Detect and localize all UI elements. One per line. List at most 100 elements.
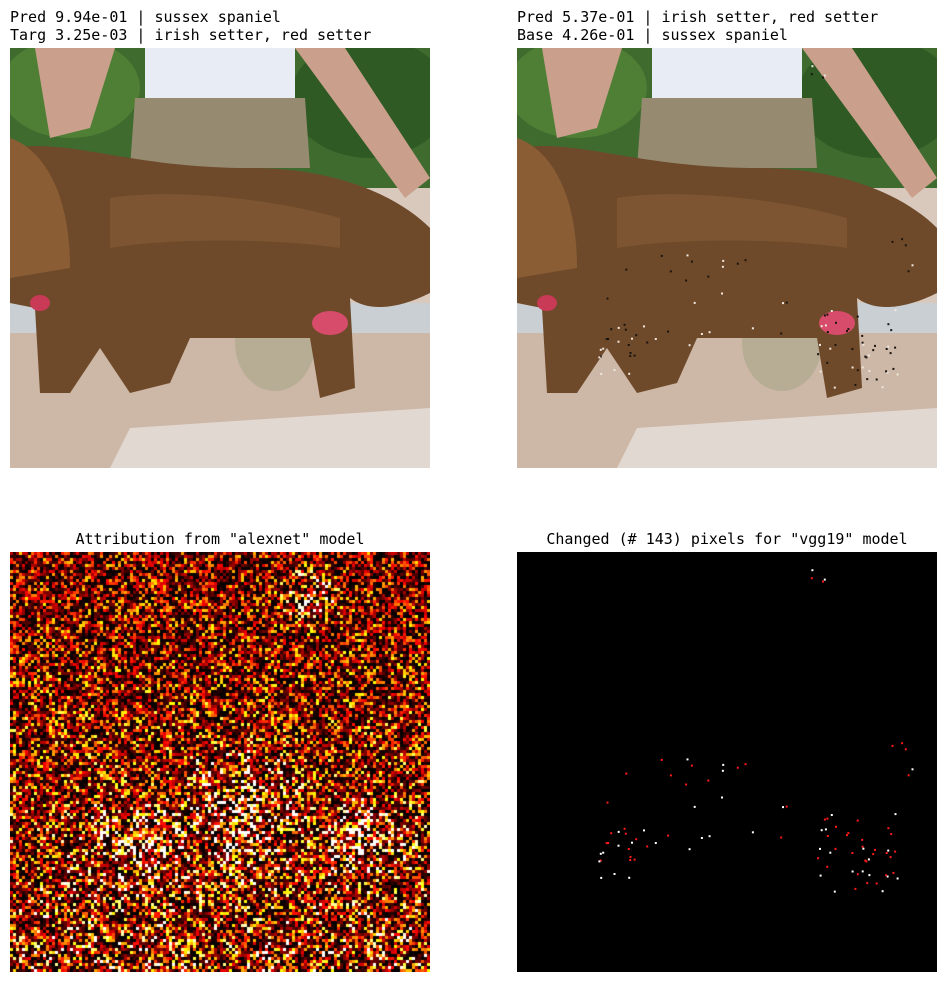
changed-pixel xyxy=(744,763,747,766)
perturbation-speck xyxy=(847,328,850,331)
changed-pixel xyxy=(623,827,626,830)
attribution-canvas xyxy=(10,552,430,972)
changed-pixel xyxy=(819,847,821,850)
perturbation-speck xyxy=(833,386,836,389)
perturbation-speck xyxy=(835,321,837,324)
changed-pixel xyxy=(829,851,832,854)
perturbation-speck xyxy=(693,301,696,304)
perturbation-speck xyxy=(891,240,894,243)
perturbation-speck xyxy=(810,73,813,76)
perturbation-speck xyxy=(635,334,638,337)
changed-pixel xyxy=(867,858,870,861)
changed-pixel xyxy=(824,828,827,831)
perturbation-speck xyxy=(856,315,859,318)
changed-pixel xyxy=(708,835,711,838)
perturbation-speck xyxy=(707,275,710,278)
perturbation-speck xyxy=(643,325,645,328)
perturbation-speck xyxy=(708,331,711,334)
changed-pixel xyxy=(861,845,864,848)
changed-pixel xyxy=(751,831,754,834)
changed-pixel xyxy=(721,796,723,799)
perturbation-speck xyxy=(607,338,610,340)
perturbation-speck xyxy=(874,344,876,347)
perturbation-speck xyxy=(654,338,657,340)
changed-pixel xyxy=(599,859,602,862)
perturbation-speck xyxy=(904,244,907,247)
perturbation-speck xyxy=(865,356,868,359)
perturbation-speck xyxy=(690,260,693,263)
adversarial-base-line: Base 4.26e-01 | sussex spaniel xyxy=(517,26,788,44)
changed-pixel xyxy=(810,577,813,580)
perturbation-speck xyxy=(602,347,605,350)
changed-pixel xyxy=(823,818,826,821)
perturbation-speck xyxy=(819,343,821,346)
perturbation-speck xyxy=(885,348,888,350)
perturbation-speck xyxy=(623,323,626,326)
changed-pixel xyxy=(885,874,888,877)
changed-pixel xyxy=(830,814,833,816)
perturbation-speck xyxy=(881,386,884,389)
perturbation-speck xyxy=(911,264,914,267)
perturbation-speck xyxy=(646,341,649,344)
perturbation-speck xyxy=(736,262,739,265)
perturbation-speck xyxy=(669,270,672,273)
changed-pixel xyxy=(669,774,672,777)
perturbation-speck xyxy=(868,370,871,373)
changed-pixel xyxy=(631,841,633,844)
changed-pixel xyxy=(856,819,859,822)
perturbation-speck xyxy=(782,302,784,305)
changed-pixel-dots xyxy=(598,569,914,893)
changed-pixels-plot xyxy=(517,552,937,972)
changed-pixel xyxy=(904,748,907,751)
perturbation-speck xyxy=(610,328,613,331)
perturbation-speck xyxy=(896,373,899,376)
perturbation-speck xyxy=(600,372,603,375)
perturbation-speck xyxy=(846,330,848,333)
perturbation-speck xyxy=(631,337,633,340)
changed-pixel xyxy=(811,569,814,572)
changed-pixel xyxy=(660,758,663,761)
changed-pixel xyxy=(646,845,649,848)
perturbation-speck xyxy=(861,334,864,337)
changed-pixel xyxy=(890,833,893,836)
changed-pixel xyxy=(625,772,628,775)
perturbation-speck xyxy=(886,371,889,374)
perturbation-speck xyxy=(721,292,723,295)
perturbation-specks xyxy=(598,65,914,389)
changed-pixel xyxy=(835,825,837,828)
changed-pixel xyxy=(874,848,876,851)
changed-pixel xyxy=(865,860,868,863)
perturbation-speck xyxy=(826,331,829,333)
perturbation-speck xyxy=(722,259,725,262)
perturbation-speck xyxy=(887,323,890,326)
changed-pixel xyxy=(894,850,897,853)
changed-pixel xyxy=(707,779,710,782)
changed-pixel xyxy=(862,847,865,850)
perturbation-speck xyxy=(823,74,826,77)
changed-pixel xyxy=(643,829,645,832)
changed-pixel xyxy=(854,887,857,890)
adversarial-dog-illustration xyxy=(517,48,937,468)
changed-pixel xyxy=(606,801,609,804)
changed-pixel xyxy=(617,844,620,847)
changed-pixel xyxy=(600,876,603,879)
changed-pixel xyxy=(685,783,688,786)
changed-pixel xyxy=(847,832,850,835)
changed-pixel xyxy=(892,871,895,874)
perturbation-speck xyxy=(829,347,832,350)
changed-pixel xyxy=(826,865,829,868)
perturbation-speck xyxy=(780,332,783,335)
changed-pixel xyxy=(911,768,914,771)
changed-pixels-title: Changed (# 143) pixels for "vgg19" model xyxy=(546,530,908,548)
perturbation-speck xyxy=(667,330,670,333)
changed-pixel xyxy=(819,874,822,877)
changed-pixel xyxy=(856,873,859,876)
perturbation-speck xyxy=(856,369,859,372)
perturbation-speck xyxy=(894,309,897,312)
perturbation-speck xyxy=(851,366,854,369)
perturbation-speck xyxy=(819,370,822,373)
changed-pixel xyxy=(887,827,890,830)
original-target-line: Targ 3.25e-03 | irish setter, red setter xyxy=(10,26,372,44)
changed-pixel xyxy=(613,873,616,875)
perturbation-speck xyxy=(744,259,747,262)
